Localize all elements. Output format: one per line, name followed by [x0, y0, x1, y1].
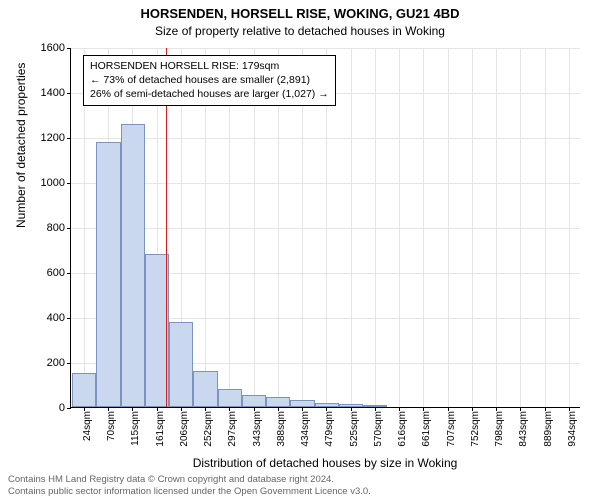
footer-line-2: Contains public sector information licen… [8, 486, 371, 498]
y-tick-label: 1600 [41, 42, 71, 54]
chart-container: HORSENDEN, HORSELL RISE, WOKING, GU21 4B… [0, 0, 600, 500]
histogram-bar [315, 403, 339, 408]
y-tick-label: 600 [47, 267, 71, 279]
chart-title-sub: Size of property relative to detached ho… [0, 24, 600, 38]
histogram-bar [242, 395, 267, 407]
x-tick-label: 388sqm [276, 411, 287, 447]
y-tick-label: 1200 [41, 132, 71, 144]
x-tick-label: 707sqm [446, 411, 457, 447]
x-tick-label: 343sqm [252, 411, 263, 447]
histogram-bar [290, 400, 315, 407]
annotation-box: HORSENDEN HORSELL RISE: 179sqm← 73% of d… [83, 55, 336, 106]
x-tick-label: 252sqm [203, 411, 214, 447]
histogram-bar [145, 254, 170, 407]
x-tick-label: 570sqm [373, 411, 384, 447]
x-tick-label: 434sqm [300, 411, 311, 447]
gridline-vertical [472, 48, 473, 407]
x-tick-label: 297sqm [227, 411, 238, 447]
x-tick-label: 752sqm [470, 411, 481, 447]
histogram-bar [266, 397, 290, 407]
x-tick-label: 616sqm [397, 411, 408, 447]
gridline-vertical [569, 48, 570, 407]
gridline-vertical [399, 48, 400, 407]
gridline-vertical [520, 48, 521, 407]
x-tick-label: 934sqm [567, 411, 578, 447]
histogram-bar [339, 404, 364, 407]
annotation-line-3: 26% of semi-detached houses are larger (… [90, 87, 329, 101]
gridline-vertical [375, 48, 376, 407]
x-tick-label: 525sqm [349, 411, 360, 447]
x-tick-label: 24sqm [82, 411, 93, 441]
gridline-vertical [545, 48, 546, 407]
y-tick-label: 200 [47, 357, 71, 369]
annotation-line-2: ← 73% of detached houses are smaller (2,… [90, 73, 329, 87]
gridline-vertical [496, 48, 497, 407]
histogram-bar [121, 124, 145, 408]
histogram-bar [193, 371, 218, 407]
x-tick-label: 661sqm [421, 411, 432, 447]
chart-title-main: HORSENDEN, HORSELL RISE, WOKING, GU21 4B… [0, 6, 600, 21]
x-tick-label: 798sqm [494, 411, 505, 447]
x-tick-label: 206sqm [179, 411, 190, 447]
x-tick-label: 843sqm [518, 411, 529, 447]
histogram-bar [218, 389, 242, 407]
histogram-bar [169, 322, 193, 408]
y-tick-label: 0 [59, 402, 71, 414]
x-tick-label: 70sqm [106, 411, 117, 441]
histogram-bar [363, 405, 387, 407]
footer-attribution: Contains HM Land Registry data © Crown c… [8, 474, 371, 498]
x-tick-label: 115sqm [130, 411, 141, 446]
y-tick-label: 400 [47, 312, 71, 324]
gridline-vertical [448, 48, 449, 407]
x-tick-label: 889sqm [543, 411, 554, 447]
x-axis-label: Distribution of detached houses by size … [70, 456, 580, 470]
gridline-vertical [423, 48, 424, 407]
histogram-bar [96, 142, 121, 408]
y-tick-label: 1000 [41, 177, 71, 189]
x-tick-label: 161sqm [155, 411, 166, 447]
annotation-line-1: HORSENDEN HORSELL RISE: 179sqm [90, 59, 329, 73]
x-tick-label: 479sqm [324, 411, 335, 447]
gridline-vertical [351, 48, 352, 407]
histogram-bar [72, 373, 97, 407]
y-axis-label: Number of detached properties [14, 63, 28, 228]
footer-line-1: Contains HM Land Registry data © Crown c… [8, 474, 371, 486]
y-tick-label: 800 [47, 222, 71, 234]
y-tick-label: 1400 [41, 87, 71, 99]
